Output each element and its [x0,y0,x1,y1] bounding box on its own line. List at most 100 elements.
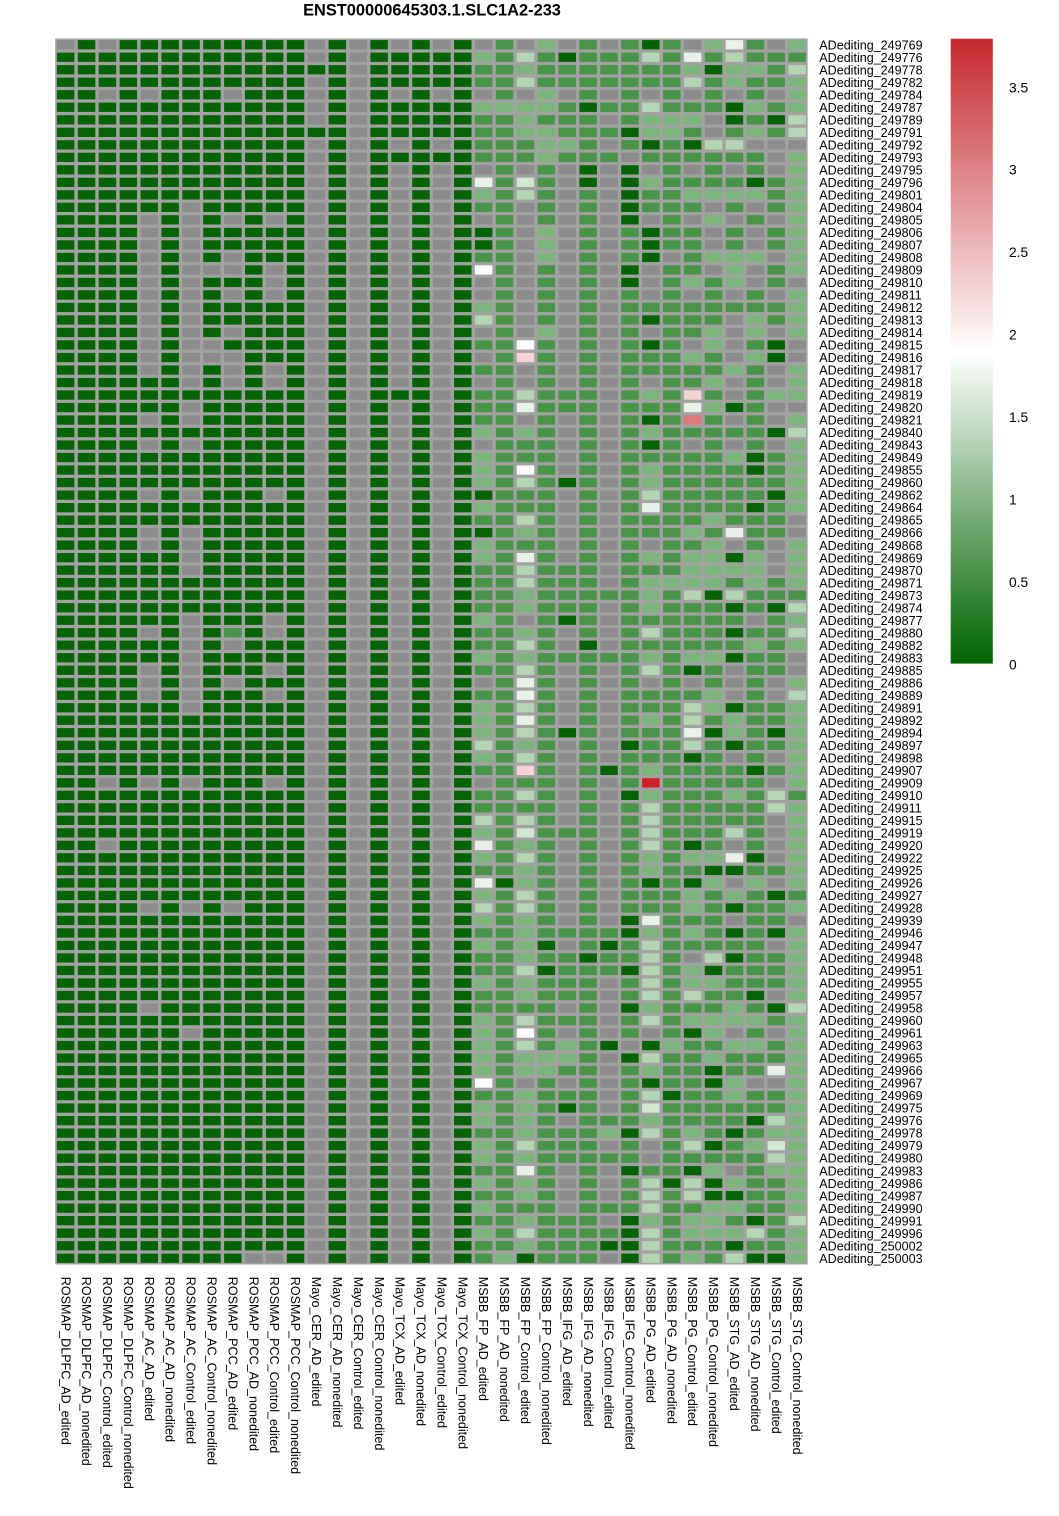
svg-text:Mayo_CER_AD_edited: Mayo_CER_AD_edited [309,1277,323,1407]
svg-text:ADediting_249955: ADediting_249955 [819,977,922,991]
svg-text:3: 3 [1009,163,1017,178]
svg-text:MSBB_STG_Control_nonedited: MSBB_STG_Control_nonedited [790,1277,804,1455]
svg-text:MSBB_IFG_AD_nonedited: MSBB_IFG_AD_nonedited [581,1277,595,1427]
svg-text:ADediting_249897: ADediting_249897 [819,739,922,753]
svg-text:ADediting_249961: ADediting_249961 [819,1027,922,1041]
svg-text:ADediting_249927: ADediting_249927 [819,889,922,903]
svg-text:ADediting_249809: ADediting_249809 [819,264,922,278]
svg-text:ADediting_249801: ADediting_249801 [819,189,922,203]
svg-text:ADediting_249882: ADediting_249882 [819,639,922,653]
svg-text:Mayo_CER_Control_nonedited: Mayo_CER_Control_nonedited [372,1277,386,1451]
svg-text:MSBB_IFG_Control_edited: MSBB_IFG_Control_edited [602,1277,616,1429]
svg-text:Mayo_CER_Control_edited: Mayo_CER_Control_edited [351,1277,365,1430]
svg-text:ADediting_249975: ADediting_249975 [819,1102,922,1116]
svg-text:Mayo_TCX_Control_nonedited: Mayo_TCX_Control_nonedited [455,1277,469,1449]
svg-text:ADediting_249820: ADediting_249820 [819,401,922,415]
svg-text:ADediting_249873: ADediting_249873 [819,589,922,603]
svg-text:ROSMAP_PCC_Control_edited: ROSMAP_PCC_Control_edited [267,1277,281,1453]
svg-text:ADediting_249915: ADediting_249915 [819,814,922,828]
svg-text:ADediting_249818: ADediting_249818 [819,376,922,390]
svg-text:ADediting_249865: ADediting_249865 [819,514,922,528]
svg-text:ADediting_249816: ADediting_249816 [819,351,922,365]
svg-text:ROSMAP_DLPFC_AD_edited: ROSMAP_DLPFC_AD_edited [58,1277,72,1445]
svg-text:ADediting_249963: ADediting_249963 [819,1039,922,1053]
svg-text:Mayo_TCX_AD_edited: Mayo_TCX_AD_edited [393,1277,407,1405]
svg-text:ADediting_249898: ADediting_249898 [819,751,922,765]
svg-text:MSBB_FP_AD_edited: MSBB_FP_AD_edited [476,1277,490,1401]
svg-text:MSBB_FP_Control_nonedited: MSBB_FP_Control_nonedited [539,1277,553,1445]
svg-text:Mayo_TCX_AD_nonedited: Mayo_TCX_AD_nonedited [414,1277,428,1426]
svg-text:ADediting_249769: ADediting_249769 [819,38,922,52]
svg-text:ADediting_249883: ADediting_249883 [819,651,922,665]
svg-text:MSBB_PG_AD_edited: MSBB_PG_AD_edited [644,1277,658,1403]
svg-text:ADediting_249907: ADediting_249907 [819,764,922,778]
svg-text:ADediting_250003: ADediting_250003 [819,1252,922,1266]
svg-text:ADediting_249880: ADediting_249880 [819,626,922,640]
svg-text:ADediting_249817: ADediting_249817 [819,364,922,378]
svg-text:MSBB_PG_Control_nonedited: MSBB_PG_Control_nonedited [706,1277,720,1447]
svg-text:ADediting_249870: ADediting_249870 [819,564,922,578]
svg-text:ADediting_249969: ADediting_249969 [819,1089,922,1103]
svg-text:ADediting_249986: ADediting_249986 [819,1177,922,1191]
svg-text:MSBB_PG_Control_edited: MSBB_PG_Control_edited [685,1277,699,1426]
svg-text:ADediting_249806: ADediting_249806 [819,226,922,240]
svg-text:ADediting_249909: ADediting_249909 [819,776,922,790]
svg-text:ADediting_249793: ADediting_249793 [819,151,922,165]
svg-text:ADediting_249874: ADediting_249874 [819,601,922,615]
svg-text:ADediting_249946: ADediting_249946 [819,927,922,941]
svg-text:ADediting_249892: ADediting_249892 [819,714,922,728]
svg-text:ROSMAP_DLPFC_Control_edited: ROSMAP_DLPFC_Control_edited [100,1277,114,1468]
svg-text:ADediting_249926: ADediting_249926 [819,877,922,891]
svg-text:ADediting_249815: ADediting_249815 [819,339,922,353]
svg-text:ADediting_249991: ADediting_249991 [819,1214,922,1228]
svg-text:3.5: 3.5 [1009,80,1029,95]
svg-text:ADediting_249789: ADediting_249789 [819,113,922,127]
svg-text:ADediting_249796: ADediting_249796 [819,176,922,190]
svg-text:ADediting_249958: ADediting_249958 [819,1002,922,1016]
svg-text:ADediting_249928: ADediting_249928 [819,902,922,916]
svg-text:ROSMAP_AC_AD_edited: ROSMAP_AC_AD_edited [142,1277,156,1421]
svg-text:ROSMAP_DLPFC_Control_nonedited: ROSMAP_DLPFC_Control_nonedited [121,1277,135,1489]
svg-text:MSBB_STG_Control_edited: MSBB_STG_Control_edited [769,1277,783,1434]
svg-text:MSBB_IFG_AD_edited: MSBB_IFG_AD_edited [560,1277,574,1406]
svg-text:ADediting_249889: ADediting_249889 [819,689,922,703]
svg-text:MSBB_IFG_Control_nonedited: MSBB_IFG_Control_nonedited [623,1277,637,1450]
svg-text:ADediting_249947: ADediting_249947 [819,939,922,953]
svg-text:ADediting_249787: ADediting_249787 [819,101,922,115]
svg-text:ADediting_249957: ADediting_249957 [819,989,922,1003]
svg-text:ADediting_249784: ADediting_249784 [819,88,922,102]
svg-text:MSBB_STG_AD_nonedited: MSBB_STG_AD_nonedited [748,1277,762,1432]
svg-text:ADediting_249987: ADediting_249987 [819,1189,922,1203]
svg-text:ADediting_249885: ADediting_249885 [819,664,922,678]
svg-text:ADediting_249871: ADediting_249871 [819,576,922,590]
svg-text:ADediting_249877: ADediting_249877 [819,614,922,628]
svg-text:ADediting_249983: ADediting_249983 [819,1164,922,1178]
svg-text:ADediting_249855: ADediting_249855 [819,464,922,478]
svg-text:ADediting_249868: ADediting_249868 [819,539,922,553]
svg-text:ADediting_249804: ADediting_249804 [819,201,922,215]
svg-text:2.5: 2.5 [1009,245,1029,260]
svg-text:ADediting_249821: ADediting_249821 [819,414,922,428]
svg-text:ADediting_249807: ADediting_249807 [819,239,922,253]
svg-text:ADediting_249869: ADediting_249869 [819,551,922,565]
svg-text:ENST00000645303.1.SLC1A2-233: ENST00000645303.1.SLC1A2-233 [303,1,561,19]
svg-text:ADediting_249776: ADediting_249776 [819,51,922,65]
svg-text:ADediting_249980: ADediting_249980 [819,1152,922,1166]
svg-text:ADediting_249886: ADediting_249886 [819,676,922,690]
svg-text:ADediting_249843: ADediting_249843 [819,439,922,453]
svg-text:ADediting_249965: ADediting_249965 [819,1052,922,1066]
svg-text:ADediting_249808: ADediting_249808 [819,251,922,265]
svg-text:ADediting_250002: ADediting_250002 [819,1239,922,1253]
svg-text:ADediting_249919: ADediting_249919 [819,827,922,841]
svg-text:ADediting_249922: ADediting_249922 [819,852,922,866]
svg-text:ADediting_249812: ADediting_249812 [819,301,922,315]
svg-text:ROSMAP_AC_Control_nonedited: ROSMAP_AC_Control_nonedited [205,1277,219,1465]
svg-text:ADediting_249939: ADediting_249939 [819,914,922,928]
svg-text:ROSMAP_AC_Control_edited: ROSMAP_AC_Control_edited [184,1277,198,1444]
svg-text:ADediting_249891: ADediting_249891 [819,701,922,715]
svg-text:ROSMAP_PCC_AD_nonedited: ROSMAP_PCC_AD_nonedited [246,1277,260,1451]
svg-text:Mayo_TCX_Control_edited: Mayo_TCX_Control_edited [434,1277,448,1428]
svg-text:ADediting_249978: ADediting_249978 [819,1127,922,1141]
svg-text:ADediting_249862: ADediting_249862 [819,489,922,503]
svg-text:ADediting_249996: ADediting_249996 [819,1227,922,1241]
